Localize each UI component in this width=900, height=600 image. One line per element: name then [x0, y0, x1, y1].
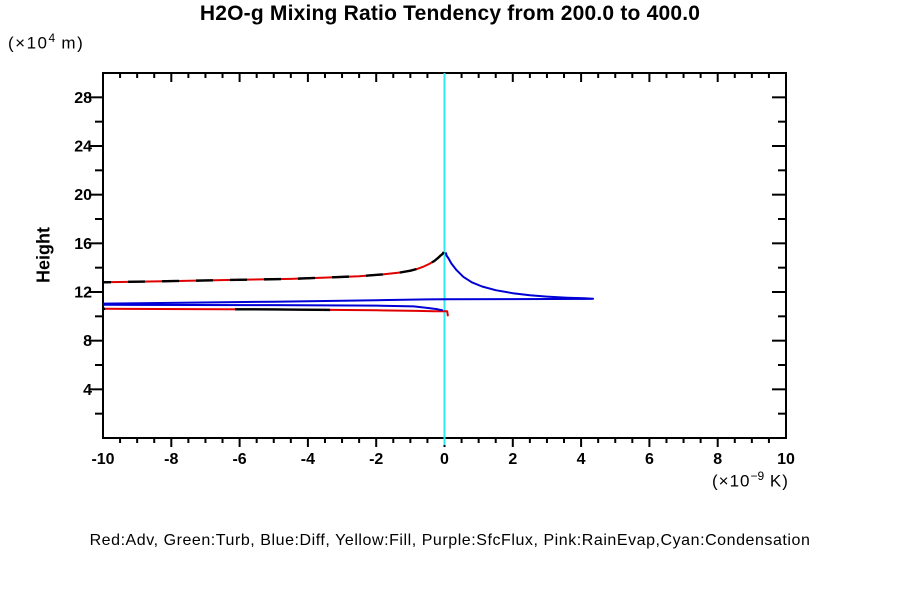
- x-tick-label: 6: [645, 451, 654, 468]
- y-axis-unit-label: (×104 m): [8, 31, 84, 54]
- x-unit-suffix: K): [764, 471, 789, 491]
- x-tick-label: 8: [713, 451, 722, 468]
- y-tick-label: 20: [74, 187, 92, 204]
- y-tick-label: 28: [74, 90, 92, 107]
- x-axis-unit-label: (×10−9 K): [712, 469, 789, 492]
- series-diff-curve: [102, 303, 443, 312]
- legend-text: Red:Adv, Green:Turb, Blue:Diff, Yellow:F…: [89, 532, 811, 549]
- y-tick-label: 24: [74, 139, 92, 156]
- x-tick-label: -10: [91, 451, 114, 468]
- x-tick-label: -2: [369, 451, 383, 468]
- y-unit-exponent: 4: [48, 31, 56, 45]
- series-diff-curve: [102, 252, 595, 305]
- series-totalblackdashed-curve: [102, 307, 448, 313]
- x-tick-label: -6: [232, 451, 246, 468]
- x-tick-label: 10: [777, 451, 795, 468]
- y-tick-label: 4: [83, 382, 92, 399]
- y-unit-suffix: m): [55, 33, 85, 53]
- x-tick-label: 0: [440, 451, 449, 468]
- x-unit-exponent: −9: [750, 469, 765, 483]
- x-tick-label: 4: [577, 451, 586, 468]
- x-tick-label: 2: [508, 451, 517, 468]
- y-tick-label: 8: [83, 333, 92, 350]
- x-tick-label: -4: [301, 451, 315, 468]
- chart-title: H2O-g Mixing Ratio Tendency from 200.0 t…: [199, 2, 701, 25]
- series-totalblackdashed-curve: [102, 251, 445, 284]
- x-tick-label: -8: [164, 451, 178, 468]
- series-adv-curve: [102, 251, 445, 284]
- y-unit-prefix: (×10: [8, 33, 49, 53]
- y-tick-label: 12: [74, 285, 92, 302]
- y-tick-label: 16: [74, 236, 92, 253]
- x-unit-prefix: (×10: [712, 471, 751, 491]
